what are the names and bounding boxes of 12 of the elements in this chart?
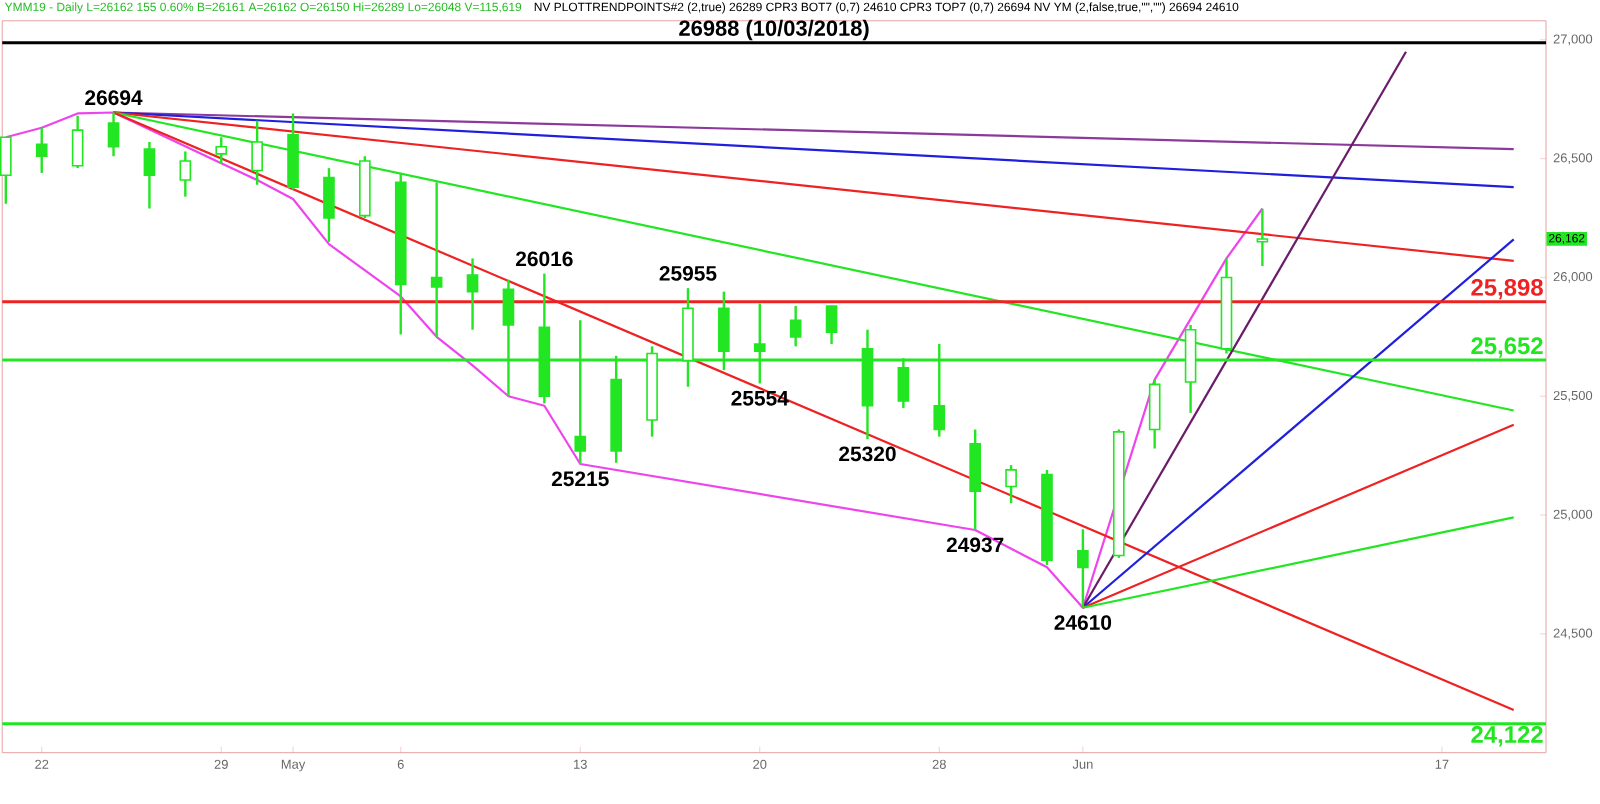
ref-line-label: 26988 (10/03/2018): [679, 19, 869, 41]
annotation: 25955: [659, 265, 717, 281]
ref-line-label: 25,898: [1471, 278, 1543, 300]
annotation: 25554: [731, 390, 789, 406]
ref-line-label: 24,122: [1471, 726, 1543, 747]
ref-line-label: 25,652: [1471, 337, 1543, 358]
annotation: 26016: [515, 251, 573, 267]
annotation: 24610: [1054, 615, 1112, 631]
annotation: 26694: [85, 90, 143, 106]
annotation: 25215: [551, 471, 609, 487]
annotation: 25320: [839, 446, 896, 462]
annotation: 24937: [946, 537, 1004, 553]
